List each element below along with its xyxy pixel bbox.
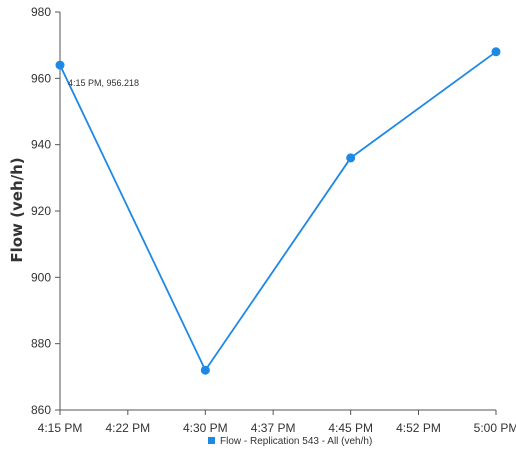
x-tick-label: 4:52 PM <box>396 421 441 435</box>
x-tick-label: 4:45 PM <box>328 421 373 435</box>
data-point[interactable] <box>491 47 501 57</box>
y-tick-label: 940 <box>31 138 51 152</box>
y-tick-label: 900 <box>31 270 51 284</box>
x-tick-label: 4:15 PM <box>38 421 83 435</box>
x-tick-label: 4:30 PM <box>183 421 228 435</box>
data-point[interactable] <box>200 365 210 375</box>
series-line <box>59 51 497 372</box>
y-tick-label: 880 <box>31 337 51 351</box>
y-axis-title: Flow (veh/h) <box>8 157 26 262</box>
legend-swatch <box>208 437 215 444</box>
data-point[interactable] <box>346 153 356 163</box>
legend-label: Flow - Replication 543 - All (veh/h) <box>220 436 372 447</box>
data-label-annotation: 4:15 PM, 956.218 <box>68 78 139 88</box>
y-axis-ticks: 860 880 900 920 940 960 980 <box>31 5 60 417</box>
y-tick-label: 920 <box>31 204 51 218</box>
data-point[interactable] <box>55 60 65 70</box>
x-tick-label: 4:37 PM <box>251 421 296 435</box>
x-axis-ticks: 4:15 PM 4:22 PM 4:30 PM 4:37 PM 4:45 PM 4:52 … <box>38 410 516 435</box>
series-layer <box>55 47 501 375</box>
legend[interactable]: Flow - Replication 543 - All (veh/h) <box>208 436 372 447</box>
x-tick-label: 4:22 PM <box>105 421 150 435</box>
y-tick-label: 980 <box>31 5 51 19</box>
x-tick-label: 5:00 PM <box>474 421 516 435</box>
y-tick-label: 860 <box>31 403 51 417</box>
y-tick-label: 960 <box>31 71 51 85</box>
